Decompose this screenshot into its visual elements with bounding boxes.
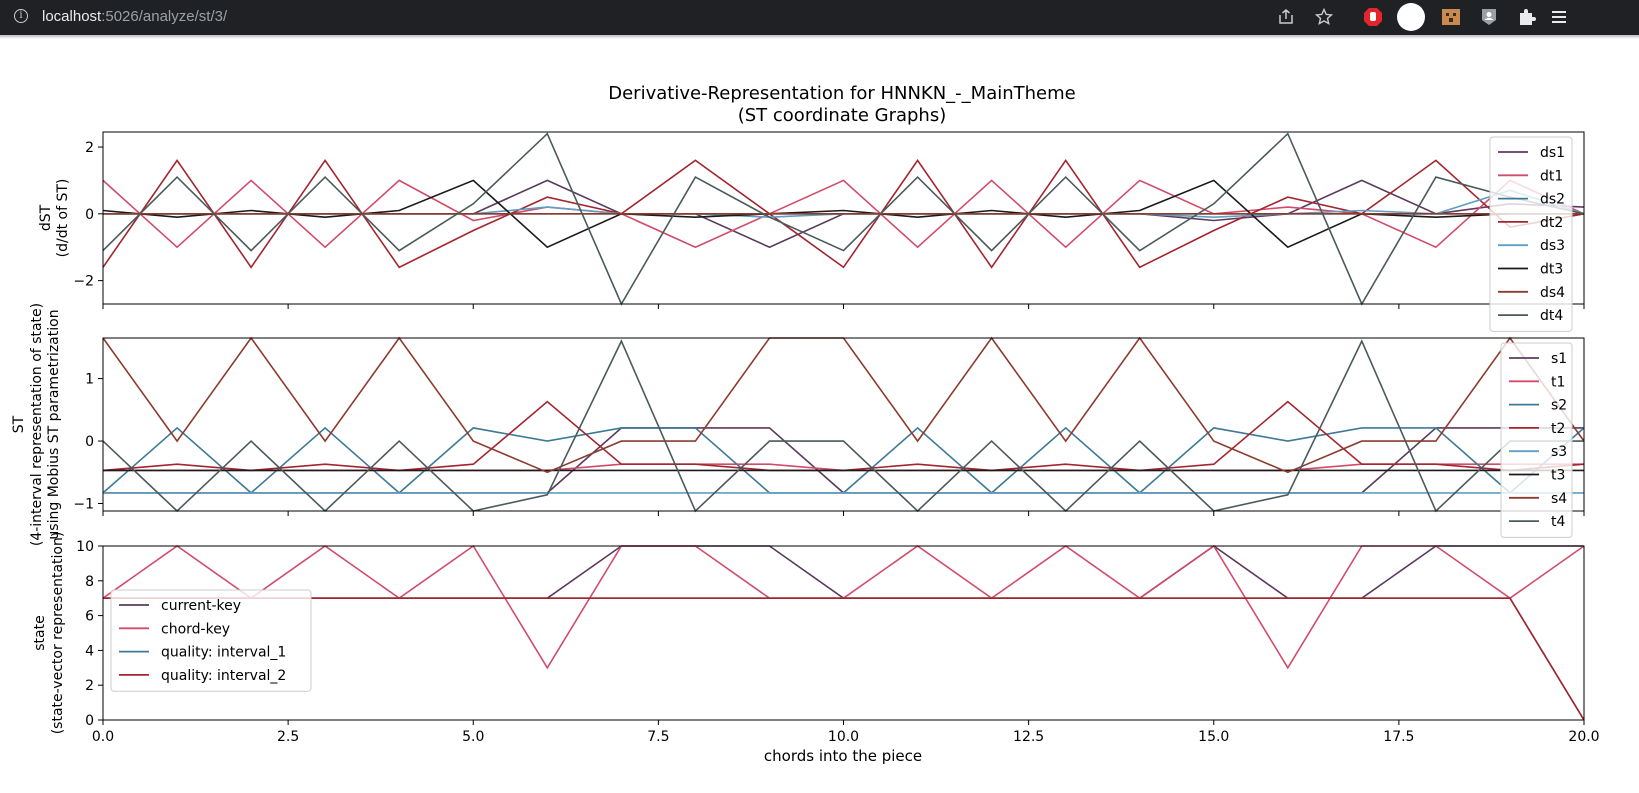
star-icon[interactable]: [1313, 6, 1335, 28]
legend: s1 t1 s2 t2 s3 t3 s4 t4: [1500, 342, 1573, 538]
y-tick-label: −2: [73, 274, 94, 290]
legend-entry: t1: [1551, 374, 1565, 390]
x-tick-label: 2.5: [277, 729, 299, 745]
legend-entry: current-key: [161, 598, 241, 614]
y-axis-label: (4-interval representation of state): [29, 303, 45, 546]
chart-panel-3: 0 2 4 6 8 10 0.0 2.5 5.0 7.5 10.0 12.5 15.0 17.5 20.0 s…: [32, 532, 1600, 745]
legend-entry: dt4: [1540, 308, 1563, 324]
figure-subtitle: (ST coordinate Graphs): [738, 105, 947, 126]
y-tick-label: 2: [85, 140, 94, 156]
y-tick-label: 4: [85, 643, 94, 659]
axes-frame: [102, 337, 1585, 512]
series-line-current-key: [103, 545, 1584, 600]
series-line-s1: [103, 427, 1584, 494]
x-tick-label: 7.5: [647, 729, 669, 745]
axes-frame: [102, 545, 1585, 721]
y-tick-label: 0: [85, 207, 94, 223]
legend-entry: t4: [1551, 514, 1565, 530]
url-host: localhost: [42, 8, 102, 25]
legend-entry: ds3: [1540, 238, 1565, 254]
x-tick-label: 15.0: [1198, 729, 1229, 745]
legend: current-key chord-key quality: interval_1q…: [110, 589, 312, 692]
y-tick-label: 1: [85, 372, 94, 388]
toolbar-shadow: [0, 35, 1639, 39]
y-tick-label: 0: [85, 434, 94, 450]
legend-entry: chord-key: [161, 621, 230, 637]
x-axis-label: chords into the piece: [764, 747, 922, 765]
figure-title: Derivative-Representation for HNNKN_-_Ma…: [608, 83, 1075, 104]
legend-entry: dt3: [1540, 262, 1563, 278]
legend-entry: ds1: [1540, 145, 1565, 161]
y-tick-label: −1: [73, 497, 94, 513]
y-axis-label: (state-vector representation): [50, 532, 66, 735]
legend-box: [110, 589, 312, 692]
y-axis-label: (d/dt of ST): [55, 179, 71, 258]
info-icon[interactable]: i: [14, 9, 28, 23]
y-tick-label: 2: [85, 678, 94, 694]
adblock-icon[interactable]: [1362, 6, 1384, 28]
x-tick-label: 5.0: [462, 729, 484, 745]
series-line-t1: [103, 463, 1584, 472]
y-axis-label: ST: [11, 415, 27, 433]
legend-box: [1489, 136, 1573, 332]
series-line-dt4: [102, 132, 1585, 306]
x-tick-label: 0.0: [92, 729, 114, 745]
y-axis-label: state: [32, 615, 48, 650]
menu-icon[interactable]: [1548, 6, 1570, 28]
series-line-chord-key: [102, 544, 1585, 670]
chart-panel-2: −1 0 1 ST (4-interval representation of stat…: [11, 303, 1585, 546]
url-path: :5026/analyze/st/3/: [101, 8, 228, 25]
series-line-dt2: [102, 158, 1585, 269]
y-axis-label: dST: [38, 204, 54, 231]
series-line-s2: [102, 426, 1585, 494]
x-tick-label: 17.5: [1383, 729, 1414, 745]
figure: Derivative-Representation for HNNKN_-_Ma…: [11, 83, 1600, 765]
series-line-quality-interval-2: [103, 597, 1585, 721]
legend-entry: dt2: [1540, 215, 1563, 231]
series-line-dt3: [102, 179, 1584, 249]
legend-entry: ds2: [1540, 192, 1565, 208]
puzzle-icon[interactable]: [1516, 6, 1538, 28]
y-tick-label: 6: [85, 609, 94, 625]
legend-entry: quality: interval_1: [161, 645, 286, 661]
address-bar[interactable]: localhost:5026/analyze/st/3/: [42, 8, 227, 25]
x-tick-label: 20.0: [1568, 729, 1599, 745]
chart-panel-1: −2 0 2 dST (d/dt of ST) ds1 dt1 ds2 dt2 ds3 dt3 ds4…: [38, 131, 1585, 332]
share-icon[interactable]: [1275, 6, 1297, 28]
legend-entry: t2: [1551, 421, 1565, 437]
x-tick-label: 10.0: [828, 729, 859, 745]
series-line-t2: [102, 400, 1585, 472]
profile-circle-icon[interactable]: [1397, 3, 1425, 31]
legend-entry: ds4: [1540, 285, 1565, 301]
legend-entry: s2: [1551, 398, 1567, 414]
legend-box: [1500, 342, 1573, 538]
account-icon[interactable]: [1478, 6, 1500, 28]
y-axis-label: using Mobius ST parametrization: [46, 309, 62, 539]
y-tick-label: 8: [85, 574, 94, 590]
y-tick-label: 10: [76, 539, 94, 555]
legend-entry: quality: interval_2: [161, 668, 286, 684]
series-line-quality-interval-1: [103, 597, 1585, 721]
y-tick-label: 0: [85, 713, 94, 729]
series-line-s4: [102, 336, 1585, 474]
x-tick-label: 12.5: [1013, 729, 1044, 745]
axes-layer: −2 0 2 dST (d/dt of ST) ds1 dt1 ds2 dt2 ds3 dt3 ds4…: [11, 131, 1600, 745]
legend: ds1 dt1 ds2 dt2 ds3 dt3 ds4 dt4: [1489, 136, 1573, 332]
legend-entry: s4: [1551, 491, 1567, 507]
legend-entry: s3: [1551, 444, 1567, 460]
legend-entry: t3: [1551, 468, 1565, 484]
axes-frame: [102, 131, 1585, 305]
legend-entry: dt1: [1540, 168, 1563, 184]
series-line-t4: [102, 339, 1584, 513]
browser-toolbar: i localhost:5026/analyze/st/3/: [0, 0, 1639, 35]
legend-entry: s1: [1551, 351, 1567, 367]
extension-face-icon[interactable]: [1440, 6, 1462, 28]
